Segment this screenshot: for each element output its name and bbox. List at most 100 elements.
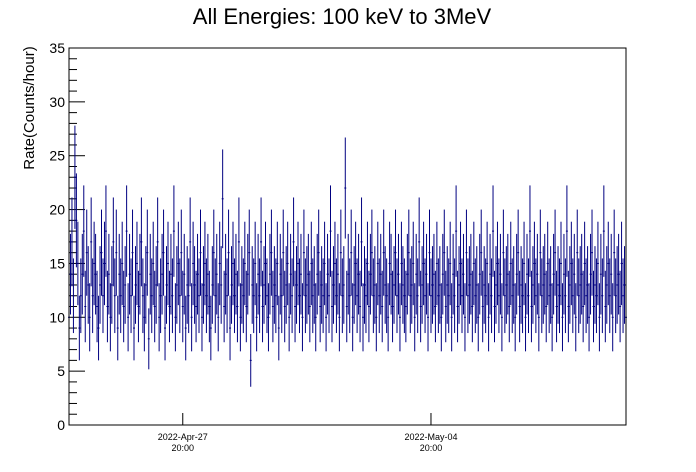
data-point: [251, 246, 254, 324]
data-point: [113, 258, 116, 334]
data-point: [147, 308, 150, 370]
data-point: [277, 295, 280, 361]
data-point: [226, 258, 229, 334]
data-point: [416, 258, 419, 334]
axis-ticks: 051015202530352022-Apr-2720:002022-May-0…: [49, 40, 457, 453]
data-point: [602, 185, 605, 277]
data-point: [617, 233, 620, 315]
data-point: [258, 258, 261, 334]
data-point: [431, 246, 434, 324]
data-point: [164, 295, 167, 361]
data-point: [397, 233, 400, 315]
data-point: [224, 233, 227, 315]
data-point: [469, 233, 472, 315]
data-point: [221, 149, 224, 249]
data-point: [299, 233, 302, 315]
data-point: [596, 221, 599, 306]
chart-title: All Energies: 100 keV to 3MeV: [193, 4, 492, 29]
data-point: [517, 209, 520, 296]
data-point: [82, 185, 85, 277]
data-point: [455, 185, 458, 277]
data-point: [434, 270, 437, 343]
data-point: [605, 246, 608, 324]
data-point: [568, 246, 571, 324]
data-point: [588, 283, 591, 352]
data-point: [205, 258, 208, 334]
data-point: [242, 258, 245, 334]
data-point: [558, 258, 561, 334]
data-point: [339, 209, 342, 296]
data-point: [458, 246, 461, 324]
data-point: [198, 258, 201, 334]
data-point: [313, 246, 316, 324]
data-point: [611, 283, 614, 352]
data-point: [308, 270, 311, 343]
data-point: [502, 209, 505, 296]
data-point: [69, 233, 72, 315]
data-point: [608, 258, 611, 334]
data-point: [520, 246, 523, 324]
data-point: [370, 209, 373, 296]
data-point: [353, 246, 356, 324]
data-point: [307, 233, 310, 315]
data-point: [150, 258, 153, 334]
data-point: [582, 270, 585, 343]
data-point: [528, 185, 531, 277]
data-point: [73, 125, 76, 229]
data-point: [130, 258, 133, 334]
data-point: [72, 258, 75, 334]
data-point: [184, 295, 187, 361]
data-point: [94, 233, 97, 315]
data-point: [314, 283, 317, 352]
data-point: [338, 283, 341, 352]
data-point: [329, 185, 332, 277]
data-point: [200, 283, 203, 352]
data-point: [444, 270, 447, 343]
data-point: [171, 258, 174, 334]
data-point: [96, 270, 99, 343]
data-point: [333, 221, 336, 306]
data-point: [189, 197, 192, 287]
data-point: [122, 270, 125, 343]
data-point: [506, 233, 509, 315]
data-point: [477, 283, 480, 352]
data-point: [141, 258, 144, 334]
data-point: [78, 295, 81, 361]
data-point: [580, 233, 583, 315]
data-point: [453, 258, 456, 334]
data-point: [110, 246, 113, 324]
data-point: [449, 221, 452, 306]
data-point: [619, 270, 622, 343]
data-point: [403, 258, 406, 334]
data-point: [500, 283, 503, 352]
data-point: [162, 209, 165, 296]
data-point: [424, 258, 427, 334]
data-point: [165, 246, 168, 324]
data-point: [354, 221, 357, 306]
data-point: [286, 221, 289, 306]
data-point: [478, 233, 481, 315]
data-point: [257, 233, 260, 315]
data-point: [323, 221, 326, 306]
data-point: [208, 270, 211, 343]
data-point: [395, 258, 398, 334]
data-point: [116, 295, 119, 361]
data-point: [202, 246, 205, 324]
data-point: [622, 258, 625, 334]
data-point: [127, 283, 130, 352]
data-point: [428, 209, 431, 296]
data-point: [571, 258, 574, 334]
data-point: [97, 295, 100, 361]
data-point: [437, 258, 440, 334]
data-point: [319, 270, 322, 343]
data-point: [128, 233, 131, 315]
data-point: [373, 246, 376, 324]
data-point: [190, 283, 193, 352]
data-point: [268, 233, 271, 315]
data-point: [475, 246, 478, 324]
data-point: [499, 233, 502, 315]
y-tick-label: 0: [57, 417, 65, 433]
data-point: [227, 209, 230, 296]
data-point: [574, 283, 577, 352]
